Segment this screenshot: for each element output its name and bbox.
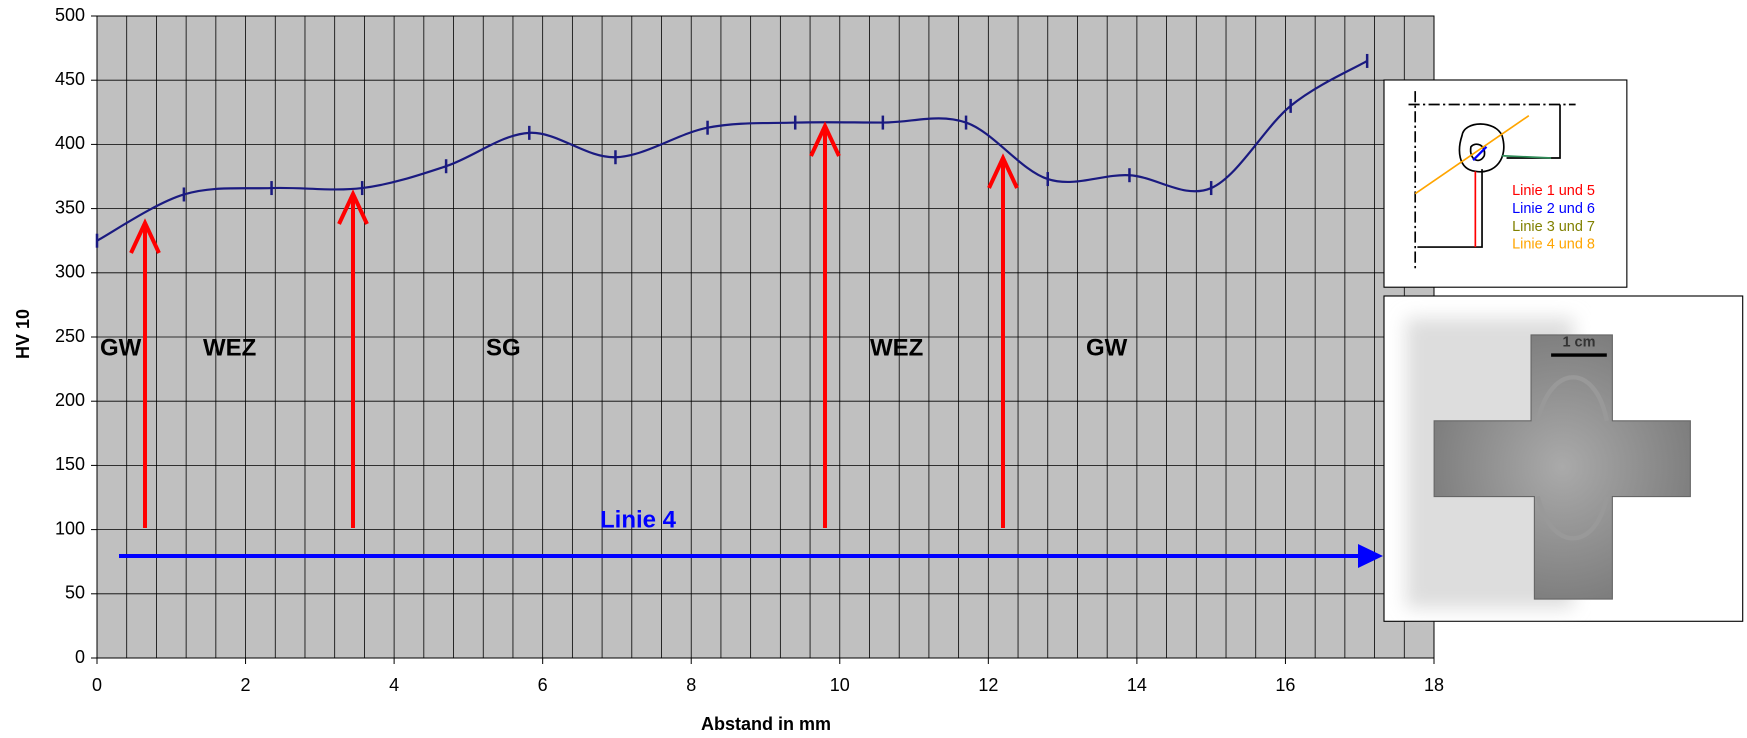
x-tick-label: 6 [538,675,548,695]
line-label: Linie 4 [600,506,677,533]
region-label: GW [1086,334,1128,361]
inset-diagram: Linie 1 und 5 Linie 2 und 6 Linie 3 und 7 L… [1383,79,1628,288]
x-tick-label: 8 [686,675,696,695]
blue-arrow [119,544,1383,568]
region-label: WEZ [870,334,923,361]
y-tick-label: 350 [55,197,85,217]
y-tick-label: 100 [55,518,85,538]
photo: 1 cm [1383,295,1744,622]
x-tick-label: 4 [389,675,399,695]
y-tick-label: 50 [65,583,85,603]
x-tick-label: 16 [1275,675,1295,695]
y-tick-label: 250 [55,326,85,346]
x-tick-label: 10 [830,675,850,695]
legend-entry: Linie 4 und 8 [1512,237,1595,253]
grid [91,15,1435,664]
region-label: WEZ [203,334,256,361]
marks [95,53,1369,248]
y-tick-label: 200 [55,390,85,410]
y-tick-label: 500 [55,5,85,25]
region-label: GW [100,334,142,361]
x-tick-label: 0 [92,675,102,695]
x-tick-label: 14 [1127,675,1147,695]
legend-entry: Linie 2 und 6 [1512,201,1595,217]
y-tick-label: 450 [55,69,85,89]
y-tick-label: 150 [55,454,85,474]
legend-entry: Linie 1 und 5 [1512,183,1595,199]
y-tick-label: 300 [55,262,85,282]
data-line [96,59,1368,242]
x-tick-label: 18 [1424,675,1444,695]
x-tick-label: 12 [978,675,998,695]
legend-entry: Linie 3 und 7 [1512,219,1595,235]
scale-label: 1 cm [1562,335,1595,351]
x-axis-label: Abstand in mm [701,714,831,734]
y-axis-label: HV 10 [13,309,33,359]
y-tick-label: 400 [55,133,85,153]
x-tick-label: 2 [241,675,251,695]
red-arrows [129,121,1019,528]
y-tick-label: 0 [75,647,85,667]
region-label: SG [486,334,521,361]
